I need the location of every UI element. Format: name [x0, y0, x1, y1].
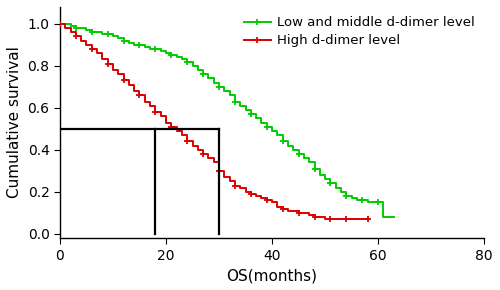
Legend: Low and middle d-dimer level, High d-dimer level: Low and middle d-dimer level, High d-dim…: [242, 14, 478, 50]
X-axis label: OS(months): OS(months): [226, 268, 318, 283]
Y-axis label: Cumulative survival: Cumulative survival: [7, 47, 22, 198]
